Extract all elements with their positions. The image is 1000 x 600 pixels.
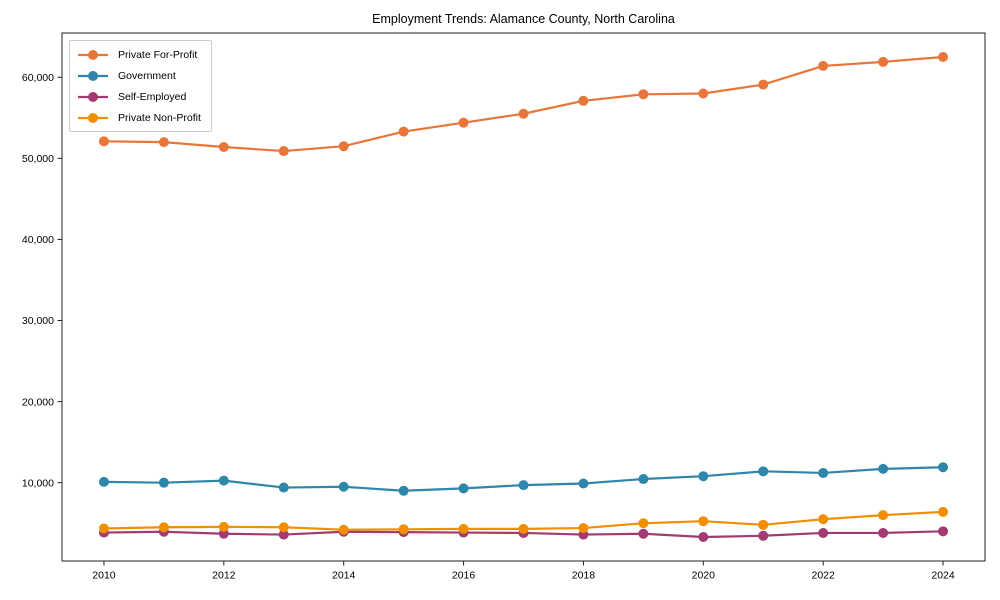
legend-item: Government — [77, 69, 201, 82]
data-point-marker — [278, 522, 289, 533]
x-tick-label: 2024 — [931, 570, 955, 582]
data-point-marker — [638, 474, 649, 485]
data-point-marker — [398, 524, 409, 535]
data-point-marker — [758, 79, 769, 90]
chart-title: Employment Trends: Alamance County, Nort… — [372, 12, 675, 26]
data-point-marker — [578, 478, 589, 489]
x-tick-label: 2014 — [332, 570, 356, 582]
x-tick-label: 2010 — [92, 570, 116, 582]
data-point-marker — [98, 476, 109, 487]
data-point-marker — [278, 482, 289, 493]
legend-item: Self-Employed — [77, 90, 201, 103]
axes-frame — [61, 32, 986, 562]
data-point-marker — [698, 532, 709, 542]
data-point-marker — [518, 108, 529, 119]
x-tick-label: 2018 — [572, 570, 596, 582]
x-tick-label: 2012 — [212, 570, 236, 582]
data-point-marker — [158, 477, 169, 488]
data-point-marker — [938, 506, 949, 517]
data-point-marker — [818, 514, 829, 525]
data-point-marker — [218, 521, 229, 532]
data-point-marker — [638, 528, 649, 539]
data-point-marker — [278, 146, 289, 157]
data-point-marker — [338, 524, 349, 535]
data-point-marker — [218, 142, 229, 152]
data-point-marker — [578, 523, 589, 534]
data-point-marker — [518, 480, 529, 491]
y-tick-label: 40,000 — [22, 234, 54, 246]
data-point-marker — [458, 117, 469, 128]
data-point-marker — [698, 88, 709, 99]
legend: Private For-Profit Government Self-Employe… — [69, 40, 212, 132]
data-point-marker — [98, 136, 109, 147]
data-point-marker — [398, 485, 409, 496]
data-point-marker — [878, 527, 889, 538]
data-point-marker — [458, 523, 469, 534]
data-point-marker — [338, 481, 349, 492]
series-line — [102, 55, 945, 153]
x-tick-label: 2022 — [811, 570, 835, 582]
data-point-marker — [878, 56, 889, 67]
data-point-marker — [698, 516, 709, 527]
data-point-marker — [278, 529, 289, 540]
data-point-marker — [818, 467, 829, 478]
data-point-marker — [938, 526, 949, 537]
legend-label: Private Non-Profit — [118, 111, 201, 124]
data-point-marker — [638, 518, 649, 529]
data-point-marker — [938, 462, 949, 473]
data-point-marker — [218, 475, 229, 486]
data-point-marker — [98, 523, 109, 534]
data-point-marker — [458, 483, 469, 494]
y-tick-label: 10,000 — [22, 477, 54, 489]
data-point-marker — [758, 519, 769, 530]
y-tick-label: 60,000 — [22, 72, 54, 84]
legend-label: Government — [118, 69, 176, 82]
data-point-marker — [338, 141, 349, 152]
y-tick-label: 20,000 — [22, 396, 54, 408]
legend-item: Private Non-Profit — [77, 111, 201, 124]
legend-line-marker-swatch — [78, 49, 108, 60]
data-point-marker — [758, 530, 769, 541]
data-point-marker — [158, 137, 169, 148]
data-point-marker — [938, 52, 949, 62]
legend-item: Private For-Profit — [77, 48, 201, 61]
data-point-marker — [878, 463, 889, 474]
data-point-marker — [878, 510, 889, 521]
legend-label: Private For-Profit — [118, 48, 198, 61]
x-tick-label: 2016 — [452, 570, 476, 582]
data-point-marker — [578, 95, 589, 106]
legend-label: Self-Employed — [118, 90, 187, 103]
legend-line-marker-swatch — [78, 91, 108, 102]
data-point-marker — [698, 471, 709, 482]
y-tick-label: 30,000 — [22, 315, 54, 327]
data-point-marker — [158, 522, 169, 533]
data-point-marker — [398, 126, 409, 137]
x-tick-label: 2020 — [692, 570, 716, 582]
legend-line-marker-swatch — [78, 112, 108, 123]
data-point-marker — [518, 523, 529, 534]
data-point-marker — [638, 89, 649, 100]
data-point-marker — [818, 527, 829, 538]
legend-line-marker-swatch — [78, 70, 108, 81]
data-point-marker — [818, 60, 829, 71]
y-tick-label: 50,000 — [22, 153, 54, 165]
data-point-marker — [218, 528, 229, 539]
data-point-marker — [758, 466, 769, 477]
